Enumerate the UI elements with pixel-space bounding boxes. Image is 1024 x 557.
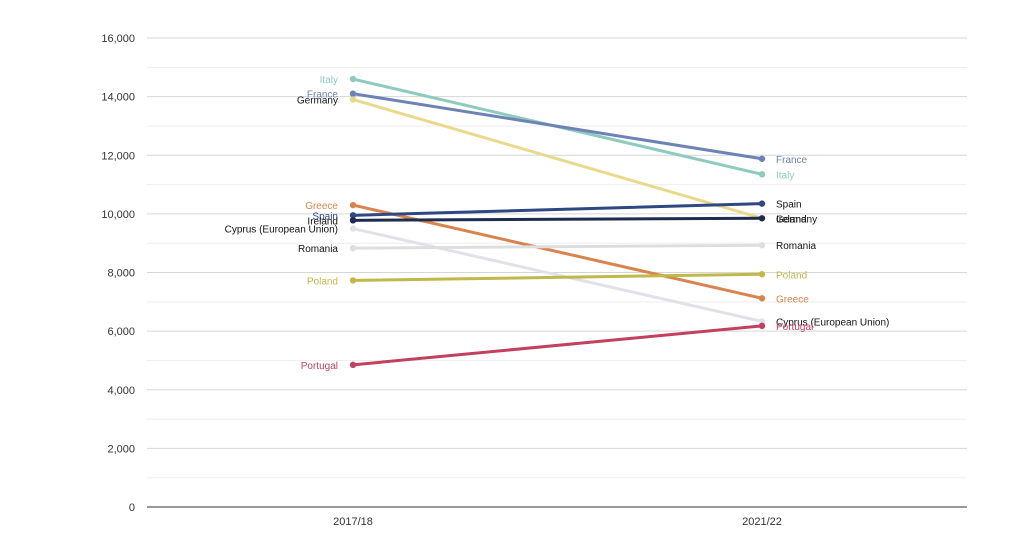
series-label-end-poland: Poland xyxy=(776,270,807,281)
series-label-start-romania: Romania xyxy=(298,244,338,255)
data-point-greece xyxy=(349,201,357,209)
series-line-portugal xyxy=(351,324,764,367)
series-label-end-france: France xyxy=(776,155,808,166)
series-label-end-romania: Romania xyxy=(776,241,816,252)
axis-layer: 0 2,000 4,000 6,000 8,000 10,000 12,000 14,000 1… xyxy=(101,33,967,528)
series-label-end-greece: Greece xyxy=(776,294,809,305)
y-tick-label: 16,000 xyxy=(101,33,135,45)
series-label-start-poland: Poland xyxy=(307,276,338,287)
x-tick-label: 2021/22 xyxy=(742,516,782,528)
y-tick-label: 2,000 xyxy=(107,443,135,455)
data-point-romania xyxy=(349,244,357,252)
series-label-end-portugal: Portugal xyxy=(776,322,813,333)
y-tick-label: 8,000 xyxy=(107,268,135,280)
y-tick-label: 12,000 xyxy=(101,150,135,162)
series-line-spain xyxy=(351,202,764,217)
y-tick-label: 10,000 xyxy=(101,209,135,221)
series-label-start-greece: Greece xyxy=(305,201,338,212)
data-point-greece xyxy=(758,295,766,302)
data-point-italy xyxy=(349,75,357,83)
data-point-cyprus-european-union xyxy=(349,225,357,232)
series-label-end-ireland: Ireland xyxy=(776,214,807,225)
series-line-ireland xyxy=(351,216,764,222)
y-tick-label: 0 xyxy=(129,502,135,514)
data-point-spain xyxy=(349,212,357,219)
data-point-italy xyxy=(758,171,766,178)
data-point-portugal xyxy=(758,322,766,330)
series-label-start-france: France xyxy=(307,90,339,101)
y-tick-label: 14,000 xyxy=(101,92,135,104)
data-point-spain xyxy=(758,200,766,207)
data-point-france xyxy=(349,90,357,97)
series-line-poland xyxy=(351,272,764,282)
series-label-start-cyprus-european-union: Cyprus (European Union) xyxy=(225,225,338,236)
series-line-cyprus-european-union xyxy=(351,227,764,323)
series-layer xyxy=(349,75,766,369)
series-label-start-ireland: Ireland xyxy=(307,216,338,227)
data-point-ireland xyxy=(758,215,766,222)
y-tick-label: 6,000 xyxy=(107,326,135,338)
series-label-end-spain: Spain xyxy=(776,200,802,211)
series-line-romania xyxy=(351,243,764,250)
series-label-start-germany: Germany xyxy=(297,96,338,107)
series-label-end-cyprus-european-union: Cyprus (European Union) xyxy=(776,317,889,328)
series-line-germany xyxy=(351,98,764,220)
series-label-start-portugal: Portugal xyxy=(301,361,338,372)
grid-layer xyxy=(147,37,967,479)
data-point-ireland xyxy=(349,217,357,224)
data-point-france xyxy=(758,155,766,162)
series-label-end-italy: Italy xyxy=(776,170,794,181)
label-layer: ItalyItalyFranceFranceGermanyGermanyGree… xyxy=(225,75,890,372)
data-point-poland xyxy=(758,271,766,278)
data-point-germany xyxy=(349,96,357,103)
x-tick-label: 2017/18 xyxy=(333,516,373,528)
series-line-france xyxy=(351,92,764,161)
data-point-portugal xyxy=(349,361,357,369)
series-label-start-spain: Spain xyxy=(312,211,338,222)
series-label-end-germany: Germany xyxy=(776,214,817,225)
data-point-poland xyxy=(349,277,357,284)
y-tick-label: 4,000 xyxy=(107,385,135,397)
series-label-start-italy: Italy xyxy=(320,75,338,86)
data-point-cyprus-european-union xyxy=(758,318,766,325)
data-point-romania xyxy=(758,242,766,249)
